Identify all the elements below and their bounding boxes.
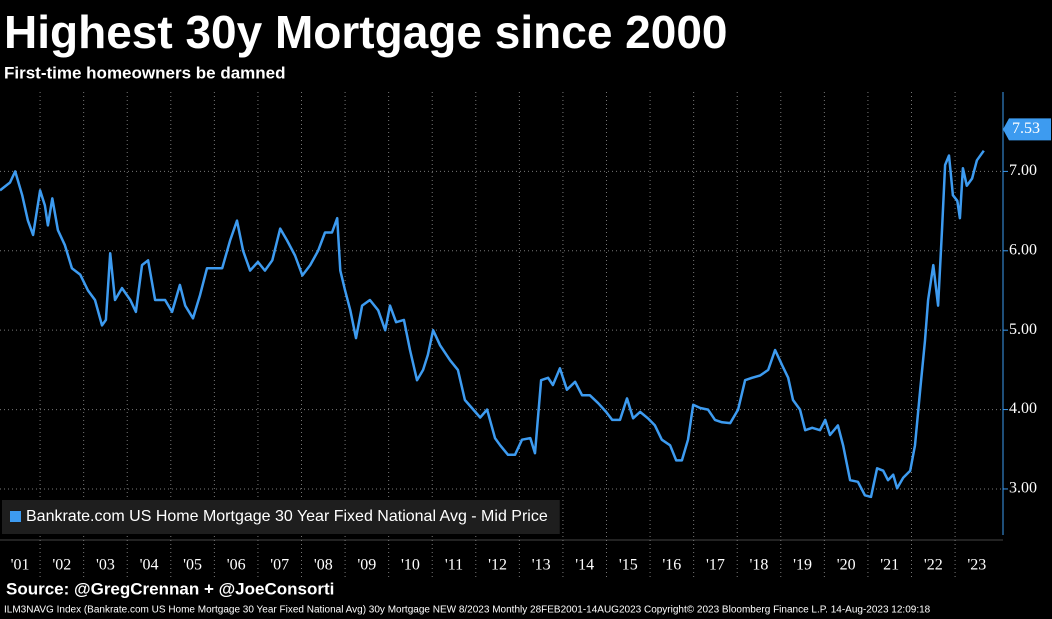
source: Source: @GregCrennan + @JoeConsorti — [6, 579, 334, 598]
line-series — [0, 149, 985, 499]
x-tick-label: '23 — [967, 557, 986, 574]
x-tick-label: '14 — [575, 557, 594, 574]
x-tick-label: '05 — [183, 557, 202, 574]
x-tick-label: '03 — [96, 557, 115, 574]
x-tick-label: '11 — [445, 557, 463, 574]
footer: ILM3NAVG Index (Bankrate.com US Home Mor… — [4, 605, 931, 616]
x-tick-label: '12 — [488, 557, 507, 574]
x-tick-label: '15 — [619, 557, 638, 574]
x-axis-band — [0, 540, 1003, 580]
x-tick-label: '16 — [662, 557, 681, 574]
x-tick-label: '09 — [357, 557, 376, 574]
x-tick-label: '06 — [227, 557, 246, 574]
x-tick-label: '02 — [52, 557, 71, 574]
legend: Bankrate.com US Home Mortgage 30 Year Fi… — [2, 500, 560, 534]
y-tick-label: 4.00 — [1009, 400, 1037, 417]
x-tick-label: '07 — [270, 557, 289, 574]
y-tick-label: 6.00 — [1009, 241, 1037, 258]
legend-label: Bankrate.com US Home Mortgage 30 Year Fi… — [26, 508, 548, 525]
x-tick-label: '21 — [880, 557, 899, 574]
x-tick-label: '18 — [750, 557, 769, 574]
y-tick-label: 7.00 — [1009, 162, 1037, 179]
x-tick-label: '04 — [140, 557, 159, 574]
x-tick-label: '10 — [401, 557, 420, 574]
chart-title: Highest 30y Mortgage since 2000 — [4, 6, 728, 58]
x-tick-label: '17 — [706, 557, 725, 574]
x-tick-label: '19 — [793, 557, 812, 574]
chart-subtitle: First-time homeowners be damned — [4, 63, 286, 82]
x-tick-label: '08 — [314, 557, 333, 574]
last-value-label: 7.53 — [1012, 120, 1040, 137]
x-tick-label: '22 — [924, 557, 943, 574]
last-value-box — [1003, 118, 1051, 141]
x-tick-label: '01 — [11, 557, 30, 574]
legend-box — [2, 500, 560, 534]
y-tick-label: 5.00 — [1009, 321, 1037, 338]
y-tick-label: 3.00 — [1009, 480, 1037, 497]
legend-swatch — [10, 511, 21, 522]
x-tick-label: '20 — [837, 557, 856, 574]
x-tick-label: '13 — [532, 557, 551, 574]
